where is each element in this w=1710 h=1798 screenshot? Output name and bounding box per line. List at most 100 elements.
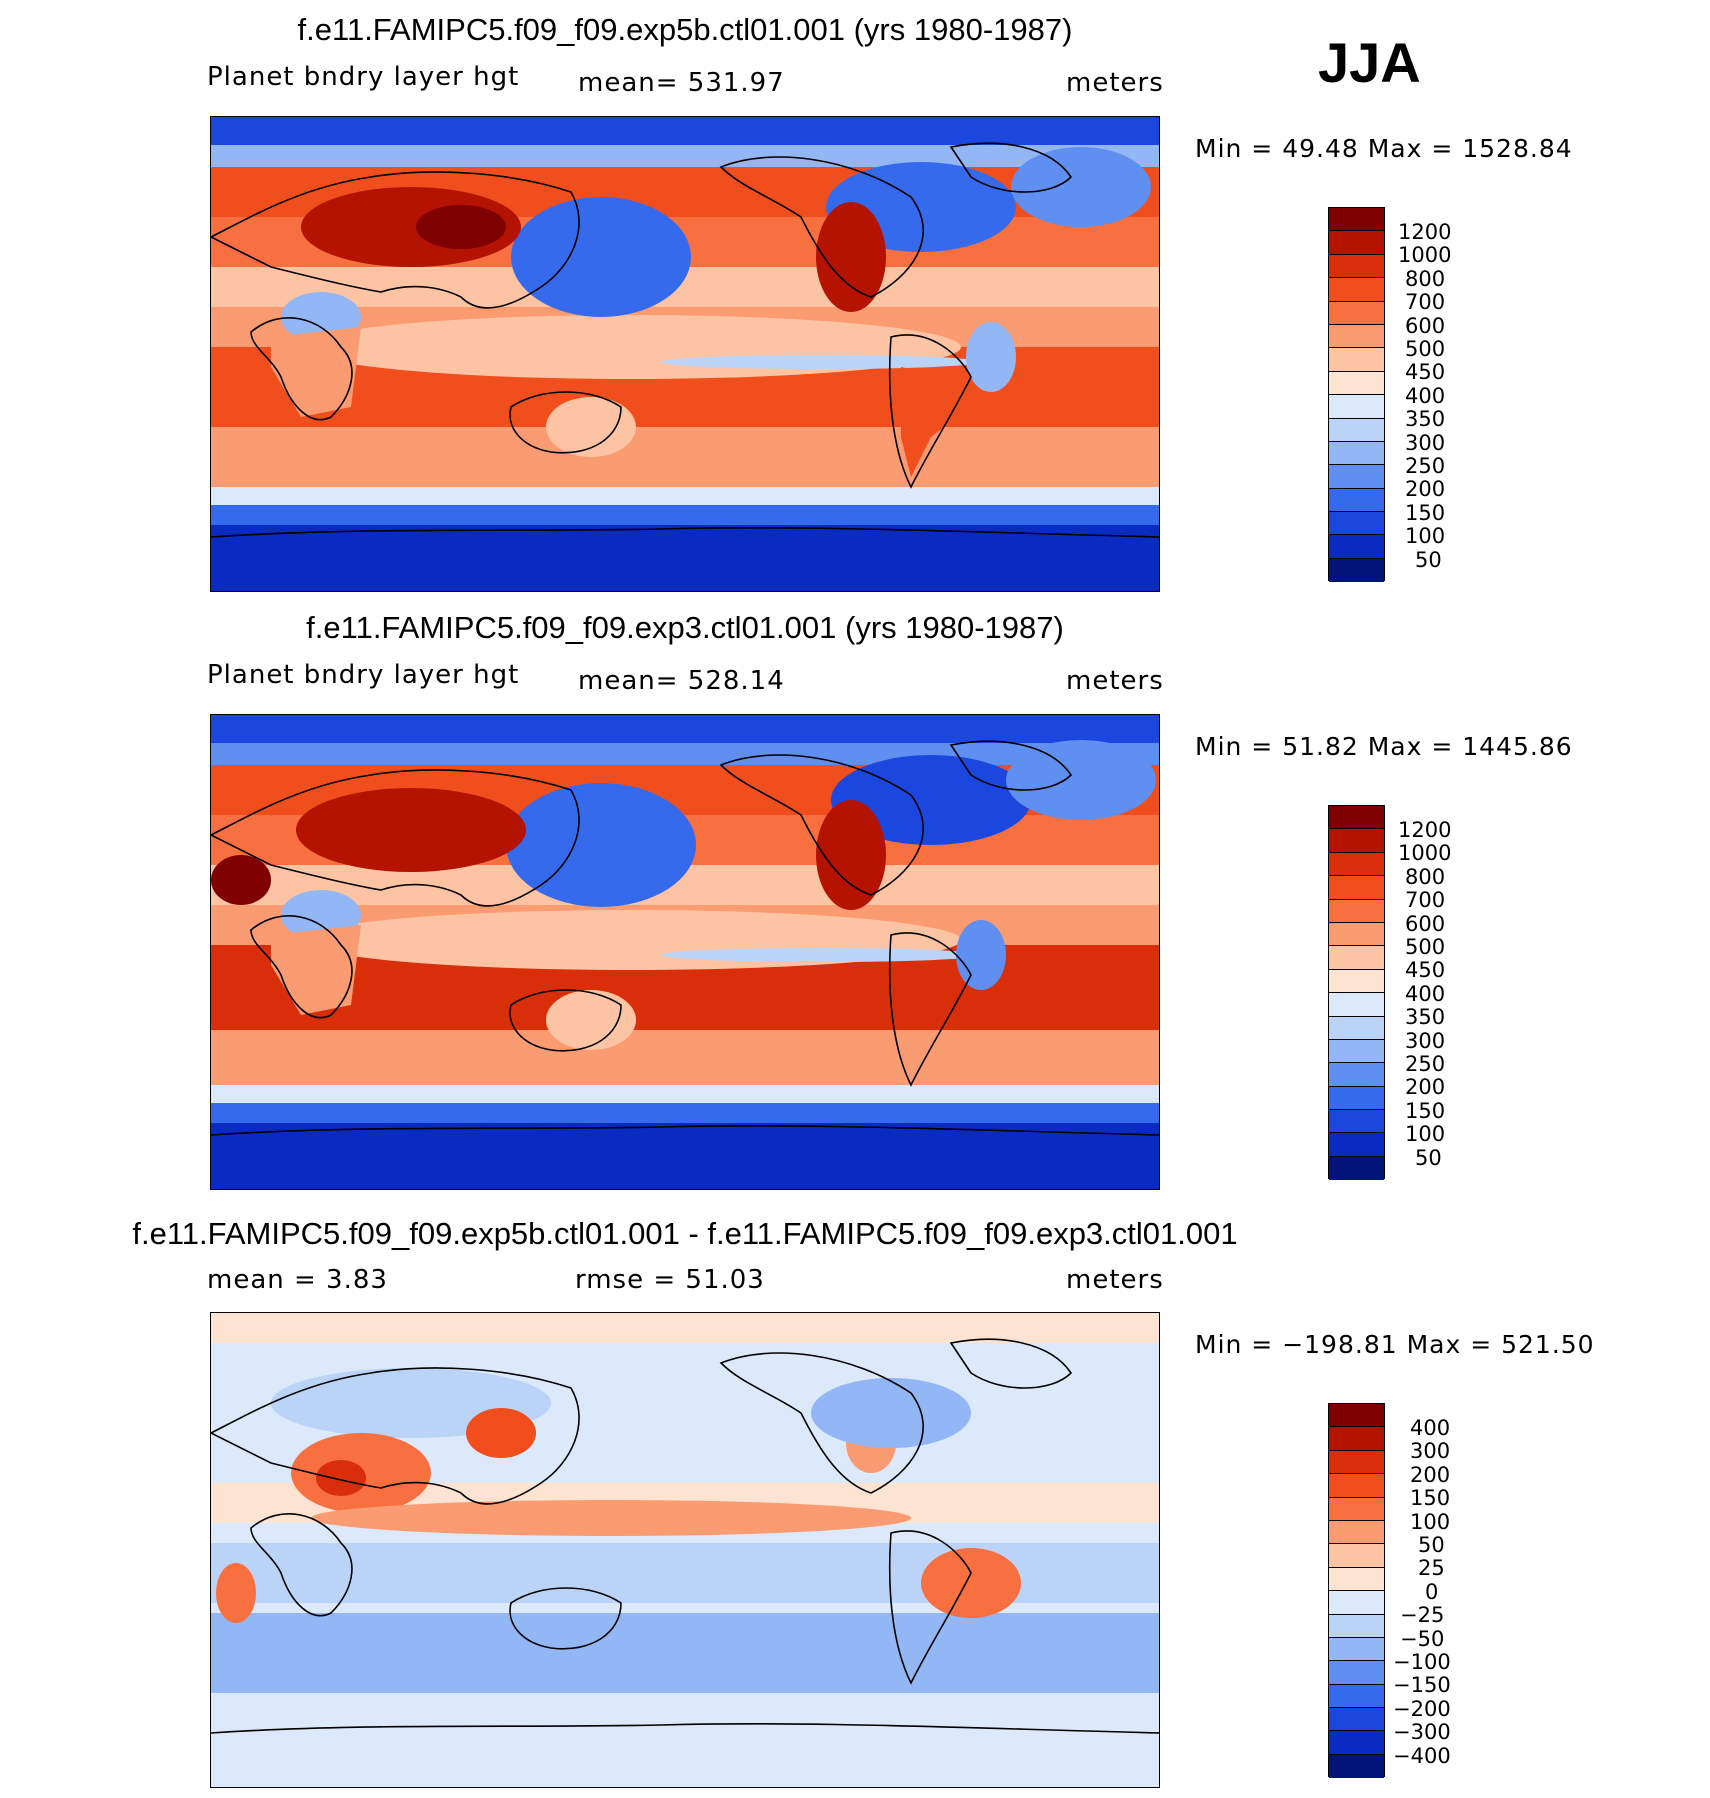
panel-2-tick-15: 50 [1415,1146,1442,1170]
amazon-low [966,322,1016,392]
panel-1-swatch-4 [1329,278,1384,302]
panel-1-swatch-10 [1329,418,1384,442]
panel-2-swatch-9 [1329,993,1384,1017]
panel-3-swatch-5 [1329,1497,1384,1521]
panel-2-units: meters [1066,666,1164,696]
panel-1-swatch-1 [1329,208,1384,232]
panel-3-swatch-14 [1329,1708,1384,1732]
panel-2-swatch-11 [1329,1039,1384,1064]
antarctic-band [211,1693,1159,1787]
panel-2-tick-13: 150 [1405,1099,1446,1123]
panel-3-tick-7: 25 [1418,1556,1445,1580]
panel-1-tick-12: 200 [1405,477,1446,501]
panel-2-minmax: Min = 51.82 Max = 1445.86 [1195,732,1573,761]
southwest-africa-warm [216,1563,256,1623]
southern-ocean-band [211,505,1159,525]
panel-2-swatch-4 [1329,876,1384,900]
panel-2-swatch-13 [1329,1086,1384,1111]
panel-3-tick-5: 100 [1410,1510,1451,1534]
arctic-band [211,1313,1159,1343]
pacific-itcz [301,315,961,379]
southern-ocean-band [211,1103,1159,1123]
panel-3-swatch-9 [1329,1591,1384,1615]
panel-1-swatch-11 [1329,441,1384,466]
subarctic-band [211,145,1159,167]
panel-1-swatch-12 [1329,465,1384,489]
panel-3-mean: mean = 3.83 [207,1265,388,1295]
panel-1-tick-15: 50 [1415,548,1442,572]
panel-3-swatch-4 [1329,1474,1384,1498]
panel-1-swatch-14 [1329,512,1384,536]
tibet-high [416,205,506,249]
panel-1-tick-7: 450 [1405,360,1446,384]
coastlines [211,1338,1159,1734]
panel-2-swatch-1 [1329,806,1384,830]
panel-2-tick-5: 600 [1405,912,1446,936]
panel-2-tick-12: 200 [1405,1075,1446,1099]
panel-2-tick-10: 300 [1405,1029,1446,1053]
africa-patch [271,925,361,1015]
panel-1-tick-13: 150 [1405,501,1446,525]
panel-1-tick-5: 600 [1405,314,1446,338]
panel-3-tick-9: −25 [1400,1603,1445,1627]
west-us-high [816,800,886,910]
panel-1-tick-14: 100 [1405,524,1446,548]
panel-1-map [210,116,1160,592]
panel-3-tick-10: −50 [1400,1627,1445,1651]
panel-3-swatch-11 [1329,1637,1384,1662]
panel-2-swatch-12 [1329,1063,1384,1087]
panel-2-swatch-16 [1329,1156,1384,1181]
panel-1-swatch-13 [1329,488,1384,513]
panel-3-tick-6: 50 [1418,1533,1445,1557]
panel-3-colorbar [1328,1403,1385,1779]
middle-east-core [316,1460,366,1496]
panel-3-tick-8: 0 [1425,1580,1439,1604]
west-us-high [816,202,886,312]
panel-1-mean: mean= 531.97 [578,68,785,98]
panel-2-swatch-14 [1329,1110,1384,1134]
panel-3-tick-11: −100 [1393,1650,1451,1674]
panel-1-swatch-3 [1329,254,1384,279]
panel-3-swatch-12 [1329,1661,1384,1685]
sahara-high [211,855,271,905]
panel-1-tick-3: 800 [1405,267,1446,291]
pacific-cold-tongue [661,948,981,962]
panel-2-swatch-2 [1329,829,1384,853]
panel-1-swatch-7 [1329,348,1384,372]
panel-2-tick-2: 1000 [1398,841,1452,865]
panel-2-swatch-6 [1329,922,1384,947]
panel-2-tick-1: 1200 [1398,818,1452,842]
panel-2-variable: Planet bndry layer hgt [207,660,520,690]
panel-1-swatch-8 [1329,371,1384,396]
panel-1-map-svg [211,117,1159,591]
panel-2-swatch-7 [1329,946,1384,970]
panel-1-units: meters [1066,68,1164,98]
panel-3-swatch-1 [1329,1404,1384,1428]
panel-1-tick-11: 250 [1405,454,1446,478]
panel-3-units: meters [1066,1265,1164,1295]
panel-2-title: f.e11.FAMIPC5.f09_f09.exp3.ctl01.001 (yr… [306,610,1064,645]
panel-2-tick-14: 100 [1405,1122,1446,1146]
panel-1-tick-4: 700 [1405,290,1446,314]
panel-1-swatch-15 [1329,535,1384,559]
panel-3-minmax: Min = −198.81 Max = 521.50 [1195,1330,1595,1359]
panel-3-swatch-8 [1329,1567,1384,1592]
panel-3-swatch-6 [1329,1520,1384,1545]
panel-2-mean: mean= 528.14 [578,666,785,696]
panel-3-swatch-2 [1329,1427,1384,1451]
panel-2-tick-8: 400 [1405,982,1446,1006]
panel-2-tick-3: 800 [1405,865,1446,889]
south-transition-band [211,1085,1159,1103]
panel-3-tick-4: 150 [1410,1486,1451,1510]
panel-2-map-svg [211,715,1159,1189]
season-label: JJA [1318,31,1421,94]
panel-2-tick-4: 700 [1405,888,1446,912]
south-america-patch [901,367,971,477]
panel-2-tick-11: 250 [1405,1052,1446,1076]
panel-1-tick-8: 400 [1405,384,1446,408]
panel-1-tick-10: 300 [1405,431,1446,455]
australia-patch [546,397,636,457]
panel-3-swatch-10 [1329,1614,1384,1638]
panel-3-tick-1: 400 [1410,1416,1451,1440]
panel-1-swatch-5 [1329,301,1384,325]
